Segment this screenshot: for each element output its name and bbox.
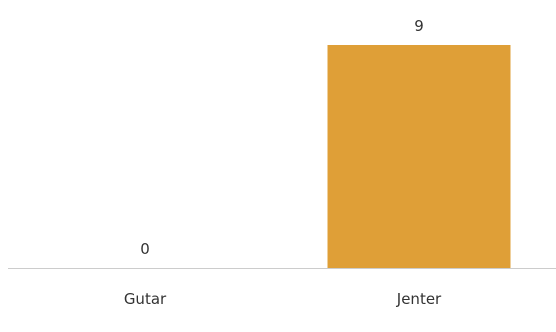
x-tick-label-jenter: Jenter: [396, 290, 442, 308]
x-tick-labels-group: Gutar Jenter: [124, 290, 442, 308]
data-label-gutar: 0: [140, 240, 150, 258]
data-labels-group: 09: [140, 17, 424, 258]
bar-jenter: [327, 45, 511, 268]
data-label-jenter: 9: [414, 17, 424, 35]
x-tick-label-gutar: Gutar: [124, 290, 167, 308]
bars-group: [327, 45, 511, 268]
